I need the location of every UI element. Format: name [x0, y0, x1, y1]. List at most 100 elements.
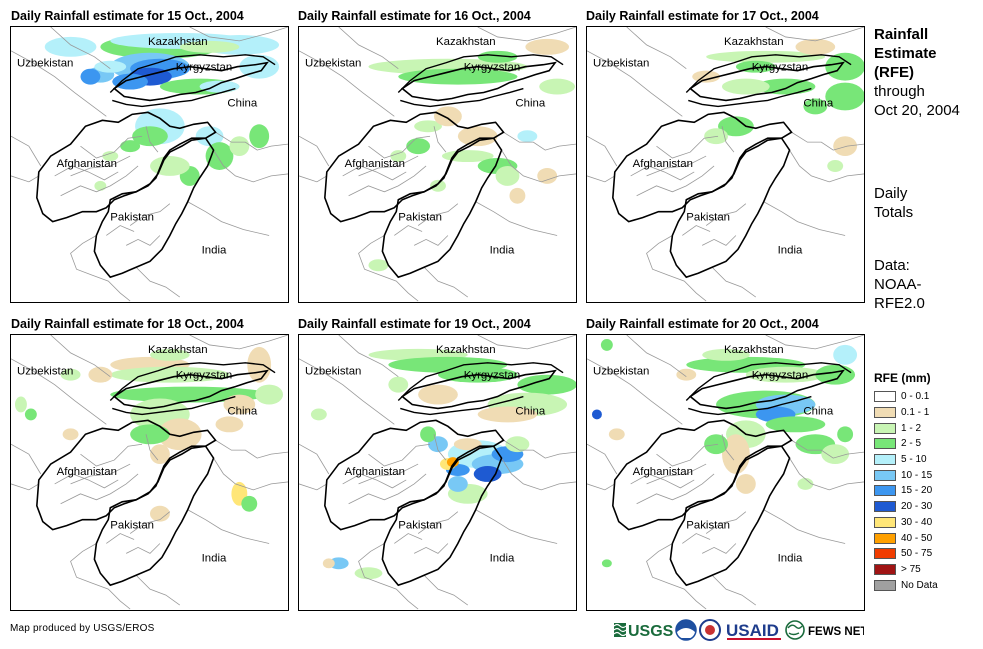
rain-area [149, 505, 170, 522]
map-panel-17: Kazakhstan Uzbekistan Kyrgyzstan China Afgha… [586, 26, 865, 303]
admin-boundary [70, 235, 131, 302]
admin-boundary [50, 27, 111, 70]
admin-boundary [587, 358, 683, 425]
rain-area [60, 368, 81, 381]
admin-boundary [791, 439, 864, 459]
kyrgyzstan-border [400, 61, 557, 102]
country-label-uzbekistan: Uzbekistan [305, 366, 361, 378]
map-svg-19: Kazakhstan Uzbekistan Kyrgyzstan China Afgha… [299, 335, 576, 610]
admin-boundary [413, 235, 449, 246]
admin-boundary [368, 135, 431, 159]
rain-area [833, 136, 858, 157]
panel-title-19: Daily Rainfall estimate for 19 Oct., 200… [298, 317, 531, 331]
side-data-line2: NOAA- [874, 276, 922, 293]
admin-boundary [348, 473, 427, 505]
map-svg-20: Kazakhstan Uzbekistan Kyrgyzstan China Afgha… [587, 335, 864, 610]
side-through: through [874, 83, 925, 100]
admin-boundary [50, 335, 111, 378]
usgs-wordmark: USGS [628, 623, 674, 640]
rain-area [406, 138, 431, 155]
admin-boundary [587, 483, 616, 491]
rain-area [765, 416, 826, 433]
admin-boundary [213, 149, 288, 183]
country-label-pakistan: Pakistan [110, 212, 154, 224]
panel-title-17: Daily Rainfall estimate for 17 Oct., 200… [586, 9, 819, 23]
legend-label: 15 - 20 [901, 485, 933, 497]
admin-boundary [721, 126, 735, 153]
rain-area [477, 406, 538, 423]
admin-boundary [503, 131, 576, 151]
rain-area [24, 408, 37, 421]
rain-area [62, 428, 79, 441]
rain-area [676, 368, 697, 381]
rain-area [130, 424, 170, 445]
rain-area [815, 364, 856, 385]
admin-boundary [630, 473, 695, 489]
admin-boundary [433, 434, 447, 461]
admin-boundary [11, 50, 107, 117]
legend-label: 30 - 40 [901, 516, 933, 528]
credit-text: Map produced by USGS/EROS [10, 623, 155, 634]
rain-area [390, 150, 407, 163]
kyrgyzstan-border [688, 61, 845, 102]
admin-boundary [763, 201, 846, 236]
region-border [109, 54, 276, 94]
admin-boundary [501, 149, 576, 183]
rain-area [539, 78, 575, 95]
side-daily: Daily Totals [874, 184, 913, 222]
side-data-line1: Data: [874, 257, 910, 274]
legend-row: 0.1 - 1 [874, 405, 938, 421]
rain-area [354, 567, 383, 580]
legend-row: 1 - 2 [874, 420, 938, 436]
afghanistan-border [324, 419, 505, 531]
rain-area [322, 558, 335, 569]
rain-area [434, 106, 462, 127]
admin-boundary [682, 533, 711, 544]
country-label-kazakhstan: Kazakhstan [724, 344, 784, 356]
legend-label: 2 - 5 [901, 438, 922, 450]
kyrgyzstan-border [112, 61, 269, 102]
country-label-kyrgyzstan: Kyrgyzstan [752, 62, 808, 74]
usgs-logo: USGS [614, 623, 674, 640]
rain-layer [44, 32, 280, 191]
country-label-india: India [490, 244, 515, 256]
admin-boundary [636, 473, 715, 505]
legend-row: 40 - 50 [874, 530, 938, 546]
rain-area [149, 156, 190, 176]
legend-row: 50 - 75 [874, 546, 938, 562]
admin-boundary [503, 439, 576, 459]
pakistan-border [93, 137, 215, 279]
side-title-line1: Rainfall [874, 26, 929, 43]
rain-area [803, 98, 828, 115]
rain-area [718, 116, 754, 137]
admin-boundary [299, 483, 328, 491]
map-panel-20: Kazakhstan Uzbekistan Kyrgyzstan China Afgha… [586, 334, 865, 611]
admin-boundary [145, 126, 159, 153]
rain-area [837, 426, 854, 443]
rain-area [241, 495, 258, 512]
rain-area [388, 376, 409, 393]
country-label-pakistan: Pakistan [686, 520, 730, 532]
legend-row: 0 - 0.1 [874, 389, 938, 405]
admin-boundary [213, 457, 288, 491]
kyrgyzstan-border [688, 369, 845, 410]
country-label-afghanistan: Afghanistan [57, 158, 117, 170]
rain-layer [692, 38, 864, 172]
fewsnet-logo: FEWS NET [785, 620, 864, 640]
admin-boundary [80, 443, 143, 467]
country-label-india: India [202, 552, 227, 564]
country-label-afghanistan: Afghanistan [345, 158, 405, 170]
rain-area [825, 52, 864, 81]
rain-area [827, 160, 844, 172]
rain-area [420, 426, 437, 443]
rain-area [821, 444, 850, 465]
pakistan-border [381, 137, 503, 279]
admin-boundary [342, 165, 407, 181]
map-svg-18: Kazakhstan Uzbekistan Kyrgyzstan China Afgha… [11, 335, 288, 610]
afghanistan-border [612, 111, 793, 223]
region-border [685, 54, 852, 94]
legend-swatch [874, 438, 896, 450]
country-label-kyrgyzstan: Kyrgyzstan [176, 62, 232, 74]
region-border [688, 395, 812, 416]
legend-label: 40 - 50 [901, 532, 933, 544]
